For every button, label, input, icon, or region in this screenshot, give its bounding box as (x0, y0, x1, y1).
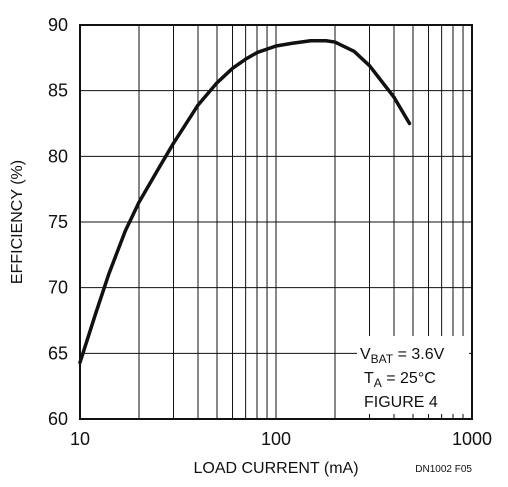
ta-annotation: TA = 25°C (364, 370, 436, 390)
figure-annotation: FIGURE 4 (364, 394, 438, 411)
x-tick-label: 10 (70, 429, 90, 449)
annotation-background (357, 336, 469, 414)
y-tick-label: 75 (48, 212, 68, 232)
x-tick-label: 1000 (452, 429, 492, 449)
x-tick-label: 100 (261, 429, 291, 449)
y-axis-label: EFFICIENCY (%) (9, 160, 26, 284)
document-code: DN1002 F05 (415, 464, 472, 475)
vbat-annotation: VBAT = 3.6V (360, 346, 445, 366)
y-tick-label: 65 (48, 343, 68, 363)
x-axis-label: LOAD CURRENT (mA) (193, 460, 358, 477)
efficiency-curve (78, 39, 412, 365)
y-tick-label: 90 (48, 15, 68, 35)
y-tick-label: 85 (48, 81, 68, 101)
y-tick-label: 60 (48, 409, 68, 429)
y-tick-label: 80 (48, 146, 68, 166)
x-tick-labels: 10 100 1000 (70, 429, 492, 449)
y-tick-labels: 60 65 70 75 80 85 90 (48, 15, 68, 429)
plot-frame (79, 24, 473, 420)
y-tick-label: 70 (48, 278, 68, 298)
